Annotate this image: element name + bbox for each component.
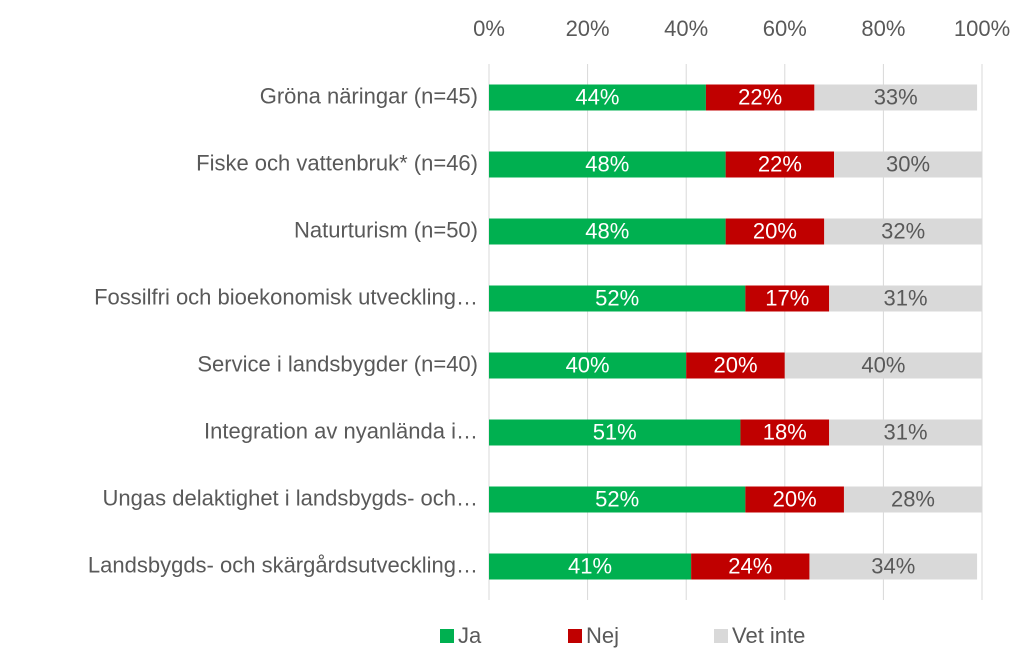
data-label: 41% <box>568 553 612 578</box>
bar-segment <box>725 151 835 178</box>
legend-label: Vet inte <box>732 623 805 648</box>
x-tick-label: 60% <box>763 16 807 41</box>
data-label: 28% <box>891 486 935 511</box>
data-label: 51% <box>593 419 637 444</box>
data-label: 40% <box>861 352 905 377</box>
data-label: 24% <box>728 553 772 578</box>
data-label: 33% <box>874 84 918 109</box>
data-label: 20% <box>753 218 797 243</box>
data-label: 52% <box>595 486 639 511</box>
data-label: 44% <box>575 84 619 109</box>
data-label: 31% <box>884 285 928 310</box>
bar-segment <box>814 84 978 111</box>
legend-label: Nej <box>586 623 619 648</box>
bar-segment <box>824 218 982 245</box>
data-label: 17% <box>765 285 809 310</box>
bar-segment <box>489 419 741 446</box>
bar-segment <box>809 553 978 580</box>
legend-swatch <box>440 629 454 643</box>
data-label: 34% <box>871 553 915 578</box>
bar-segment <box>489 84 706 111</box>
bar-segment <box>745 285 830 312</box>
bar-segment <box>843 486 982 513</box>
x-tick-label: 100% <box>954 16 1010 41</box>
data-label: 22% <box>738 84 782 109</box>
bar-segment <box>489 352 687 379</box>
y-tick-label: Service i landsbygder (n=40) <box>197 351 478 376</box>
bar-segment <box>740 419 830 446</box>
x-tick-label: 20% <box>566 16 610 41</box>
data-label: 20% <box>713 352 757 377</box>
data-label: 18% <box>763 419 807 444</box>
x-tick-label: 0% <box>473 16 505 41</box>
y-tick-label: Naturturism (n=50) <box>294 217 478 242</box>
bar-segment <box>489 486 746 513</box>
legend-swatch <box>568 629 582 643</box>
legend-label: Ja <box>458 623 482 648</box>
x-tick-label: 80% <box>861 16 905 41</box>
bar-segment <box>705 84 815 111</box>
data-label: 22% <box>758 151 802 176</box>
y-tick-label: Fiske och vattenbruk* (n=46) <box>196 150 478 175</box>
bar-segment <box>829 285 982 312</box>
x-tick-label: 40% <box>664 16 708 41</box>
data-label: 52% <box>595 285 639 310</box>
bar-segment <box>686 352 785 379</box>
y-tick-label: Fossilfri och bioekonomisk utveckling… <box>94 284 478 309</box>
data-label: 30% <box>886 151 930 176</box>
bar-segment <box>829 419 982 446</box>
data-label: 48% <box>585 151 629 176</box>
legend-swatch <box>714 629 728 643</box>
data-label: 40% <box>566 352 610 377</box>
data-label: 48% <box>585 218 629 243</box>
bar-segment <box>489 218 726 245</box>
bar-segment <box>834 151 982 178</box>
bar-segment <box>489 151 726 178</box>
bar-segment <box>745 486 844 513</box>
data-label: 20% <box>773 486 817 511</box>
data-label: 32% <box>881 218 925 243</box>
y-tick-label: Gröna näringar (n=45) <box>260 83 478 108</box>
y-tick-label: Integration av nyanlända i… <box>204 418 478 443</box>
bar-segment <box>725 218 825 245</box>
y-tick-label: Ungas delaktighet i landsbygds- och… <box>103 485 478 510</box>
y-tick-label: Landsbygds- och skärgårdsutveckling… <box>88 552 478 577</box>
data-label: 31% <box>884 419 928 444</box>
bar-segment <box>691 553 810 580</box>
bar-segment <box>489 285 746 312</box>
bar-segment <box>489 553 692 580</box>
bar-segment <box>784 352 982 379</box>
